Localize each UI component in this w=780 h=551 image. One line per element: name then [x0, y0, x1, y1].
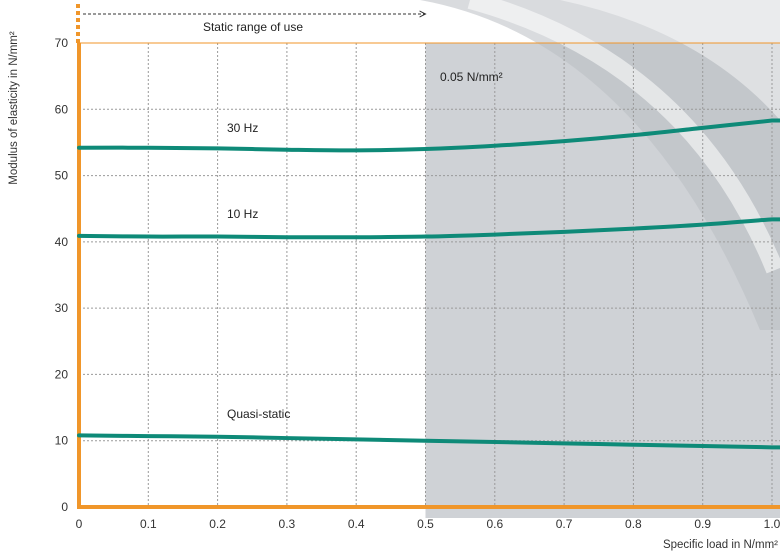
x-axis-label: Specific load in N/mm² [663, 539, 778, 551]
tick-labels: 0 0.1 0.2 0.3 0.4 0.5 0.6 0.7 0.8 0.9 1.0 0 10 20 30 40… [55, 36, 780, 531]
x-tick-label: 0.5 [417, 517, 434, 531]
y-tick-label: 30 [55, 301, 69, 315]
series-label-30hz: 30 Hz [227, 121, 258, 135]
y-tick-label: 10 [55, 434, 69, 448]
swoosh-arc-outer [420, 0, 780, 330]
x-tick-label: 0 [76, 517, 83, 531]
x-tick-label: 0.7 [556, 517, 573, 531]
x-tick-label: 0.9 [694, 517, 711, 531]
decorative-swoosh [420, 0, 780, 330]
x-tick-label: 1.0 [764, 517, 780, 531]
y-tick-label: 60 [55, 102, 69, 116]
y-tick-label: 70 [55, 36, 69, 50]
series-line-3 [77, 433, 780, 450]
y-tick-label: 20 [55, 367, 69, 381]
series-lines [77, 118, 780, 450]
x-tick-label: 0.1 [140, 517, 157, 531]
y-axis-label: Modulus of elasticity in N/mm² [8, 31, 20, 185]
axes [76, 4, 780, 509]
chart-labels: Static range of use 0.05 N/mm² 30 Hz 10 … [8, 20, 778, 551]
series-label-quasi-static: Quasi-static [227, 407, 290, 421]
region-label-dynamic: 0.05 N/mm² [440, 70, 503, 84]
swoosh-band [467, 0, 780, 274]
swoosh-arc-inner [560, 0, 780, 120]
x-tick-label: 0.3 [279, 517, 296, 531]
y-tick-label: 40 [55, 235, 69, 249]
y-tick-label: 50 [55, 169, 69, 183]
series-label-10hz: 10 Hz [227, 207, 258, 221]
series-line-1 [77, 118, 780, 153]
grid-lines [79, 42, 780, 507]
region-label-static: Static range of use [203, 20, 303, 34]
y-tick-label: 0 [61, 500, 68, 514]
x-tick-label: 0.2 [209, 517, 226, 531]
series-line-2 [77, 217, 780, 240]
x-tick-label: 0.6 [486, 517, 503, 531]
x-tick-label: 0.4 [348, 517, 365, 531]
x-tick-label: 0.8 [625, 517, 642, 531]
